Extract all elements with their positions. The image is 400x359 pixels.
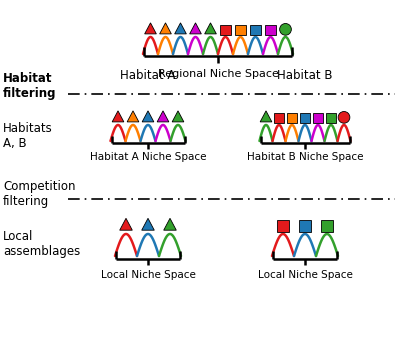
Bar (299, 220, 310, 232)
Circle shape (280, 23, 291, 35)
Circle shape (338, 112, 350, 123)
Polygon shape (164, 218, 176, 230)
Polygon shape (142, 218, 154, 230)
Text: Local
assemblages: Local assemblages (3, 230, 80, 258)
Bar (313, 113, 323, 123)
Text: Habitat B: Habitat B (277, 69, 333, 82)
Polygon shape (175, 23, 186, 34)
Polygon shape (260, 111, 272, 122)
Polygon shape (157, 111, 169, 122)
Polygon shape (142, 111, 154, 122)
Polygon shape (145, 23, 156, 34)
Polygon shape (190, 23, 201, 34)
Text: Habitat A Niche Space: Habitat A Niche Space (90, 152, 206, 162)
Text: Habitats
A, B: Habitats A, B (3, 122, 53, 150)
Bar (235, 25, 246, 35)
Text: Competition
filtering: Competition filtering (3, 180, 76, 208)
Text: Local Niche Space: Local Niche Space (100, 270, 196, 280)
Bar (274, 113, 284, 123)
Text: Regional Niche Space: Regional Niche Space (158, 69, 278, 79)
Polygon shape (112, 111, 124, 122)
Polygon shape (160, 23, 171, 34)
Bar (220, 25, 231, 35)
Bar (300, 113, 310, 123)
Polygon shape (127, 111, 139, 122)
Text: Local Niche Space: Local Niche Space (258, 270, 352, 280)
Polygon shape (120, 218, 132, 230)
Text: Habitat
filtering: Habitat filtering (3, 72, 56, 100)
Text: Habitat A: Habitat A (120, 69, 176, 82)
Bar (265, 25, 276, 35)
Bar (287, 113, 297, 123)
Bar (322, 220, 332, 232)
Bar (278, 220, 288, 232)
Polygon shape (172, 111, 184, 122)
Bar (250, 25, 261, 35)
Bar (326, 113, 336, 123)
Text: Habitat B Niche Space: Habitat B Niche Space (247, 152, 363, 162)
Polygon shape (205, 23, 216, 34)
